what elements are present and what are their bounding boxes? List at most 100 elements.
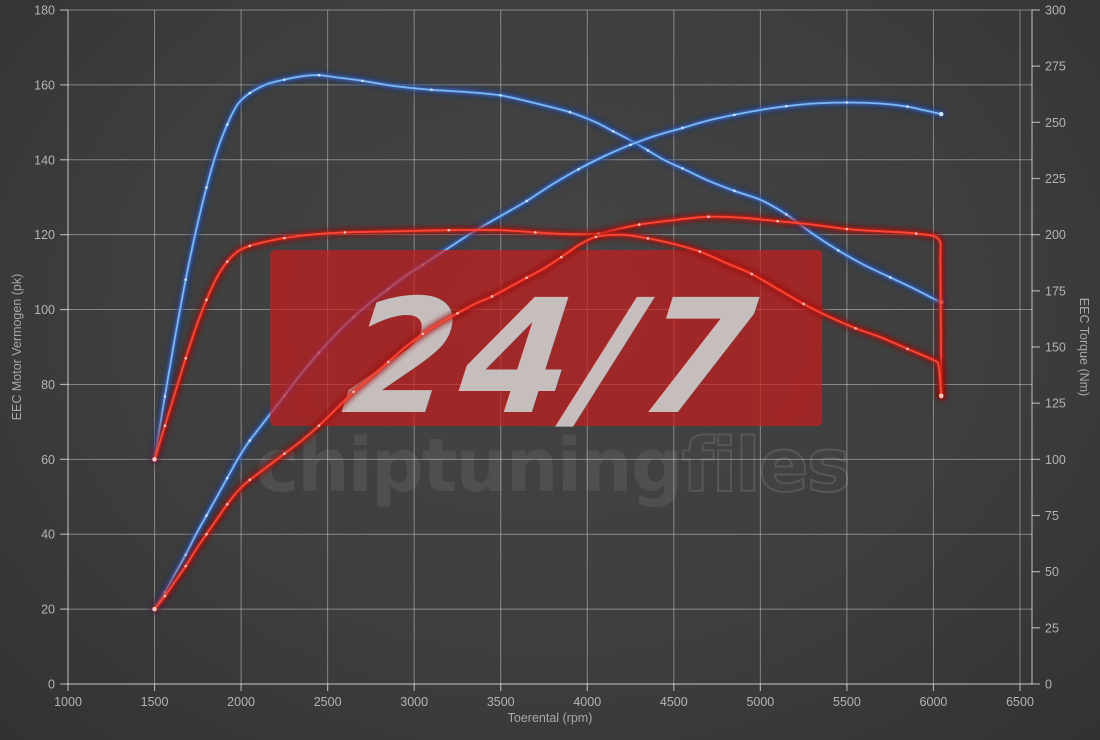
curve-marker xyxy=(568,110,572,114)
curve-marker xyxy=(845,227,849,231)
curve-marker xyxy=(785,213,788,216)
curve-marker xyxy=(283,78,286,81)
curve-marker xyxy=(914,232,918,235)
y-right-axis-title: EEC Torque (Nm) xyxy=(1077,298,1091,396)
curve-marker xyxy=(456,312,459,315)
curves-red xyxy=(150,212,946,614)
y-left-tick-label: 160 xyxy=(34,78,55,92)
y-left-tick-label: 40 xyxy=(41,528,55,542)
curve-marker xyxy=(733,113,736,117)
y-left-tick-label: 100 xyxy=(34,303,55,317)
curve-marker xyxy=(888,276,892,279)
y-left-tick-label: 180 xyxy=(34,4,55,18)
y-right-tick-label: 200 xyxy=(1045,228,1066,242)
curve-marker xyxy=(248,478,252,482)
curve-marker xyxy=(611,130,615,133)
x-tick-label: 4000 xyxy=(573,695,601,709)
x-tick-label: 2000 xyxy=(227,695,255,709)
y-left-tick-label: 80 xyxy=(41,378,55,392)
y-right-tick-label: 50 xyxy=(1045,565,1059,579)
curve-marker xyxy=(707,215,710,218)
curve-marker xyxy=(646,149,650,152)
curve-marker xyxy=(317,424,321,427)
curve-marker xyxy=(802,302,805,306)
curve-marker xyxy=(184,356,188,360)
curve-marker xyxy=(283,236,286,240)
y-left-axis-title: EEC Motor Vermogen (pk) xyxy=(10,274,24,421)
curve-marker xyxy=(534,231,537,234)
x-tick-label: 3500 xyxy=(487,695,515,709)
watermark-badge-box xyxy=(270,250,822,426)
x-tick-label: 5500 xyxy=(833,695,861,709)
x-tick-label: 2500 xyxy=(314,695,342,709)
curve-marker xyxy=(248,91,252,95)
axes xyxy=(60,9,1040,691)
curve-marker xyxy=(637,223,641,226)
y-right-tick-label: 150 xyxy=(1045,341,1066,355)
curve-marker xyxy=(681,167,684,170)
x-tick-label: 6500 xyxy=(1006,695,1034,709)
curve-marker xyxy=(163,395,167,398)
x-axis-title: Toerental (rpm) xyxy=(508,711,593,725)
x-tick-label: 4500 xyxy=(660,695,688,709)
x-tick-label: 1500 xyxy=(141,695,169,709)
curve-marker xyxy=(248,244,252,248)
curve-marker xyxy=(698,250,702,253)
curve-marker xyxy=(163,594,167,598)
y-right-tick-label: 25 xyxy=(1045,621,1059,635)
curve-marker xyxy=(205,186,208,189)
curve-start-dot xyxy=(152,457,157,462)
y-left-tick-label: 20 xyxy=(41,603,55,617)
curve-marker xyxy=(646,237,650,240)
y-left-tick-label: 0 xyxy=(48,678,55,692)
x-tick-label: 3000 xyxy=(400,695,428,709)
y-right-tick-label: 175 xyxy=(1045,284,1066,298)
curve-marker xyxy=(248,439,252,442)
curve-marker xyxy=(785,104,788,108)
curve-marker xyxy=(525,199,528,203)
y-right-tick-label: 75 xyxy=(1045,509,1059,523)
curve-marker xyxy=(750,272,754,276)
y-left-tick-label: 140 xyxy=(34,153,55,167)
curve-marker xyxy=(845,101,849,104)
curve-marker xyxy=(205,532,208,536)
curve-marker xyxy=(283,452,286,456)
y-right-tick-label: 300 xyxy=(1045,4,1066,18)
y-right-tick-label: 275 xyxy=(1045,60,1066,74)
y-right-tick-label: 0 xyxy=(1045,678,1052,692)
curve-end-dot xyxy=(939,111,944,117)
curve-core xyxy=(153,233,943,611)
curve-marker xyxy=(490,295,494,298)
curve-marker xyxy=(854,326,857,330)
y-right-tick-label: 225 xyxy=(1045,172,1066,186)
y-right-tick-label: 100 xyxy=(1045,453,1066,467)
curve-marker xyxy=(836,249,840,252)
curve-end-dot xyxy=(939,393,944,398)
curve-marker xyxy=(225,502,229,506)
curve-marker xyxy=(681,126,684,130)
curve-red_power_pk xyxy=(150,230,946,614)
y-left-tick-label: 120 xyxy=(34,228,55,242)
curve-marker xyxy=(577,167,580,171)
x-tick-label: 1000 xyxy=(54,695,82,709)
curve-marker xyxy=(421,332,425,336)
curve-marker xyxy=(205,514,208,517)
curve-marker xyxy=(386,360,390,364)
curve-marker xyxy=(906,105,909,108)
curve-marker xyxy=(447,228,451,232)
curve-marker xyxy=(184,564,188,568)
curve-marker xyxy=(776,219,779,223)
watermark-brand-chiptuning: chiptuning xyxy=(255,423,682,509)
curve-marker xyxy=(352,390,355,394)
curve-marker xyxy=(629,143,632,147)
curve-marker xyxy=(430,88,433,92)
curve-marker xyxy=(906,347,909,351)
y-left-tick-label: 60 xyxy=(41,453,55,467)
curve-marker xyxy=(225,476,229,480)
watermark-badge: 24/7 xyxy=(270,250,822,450)
x-tick-label: 5000 xyxy=(746,695,774,709)
curve-marker xyxy=(184,553,188,557)
curve-marker xyxy=(205,298,208,302)
curve-start-dot xyxy=(152,606,157,612)
